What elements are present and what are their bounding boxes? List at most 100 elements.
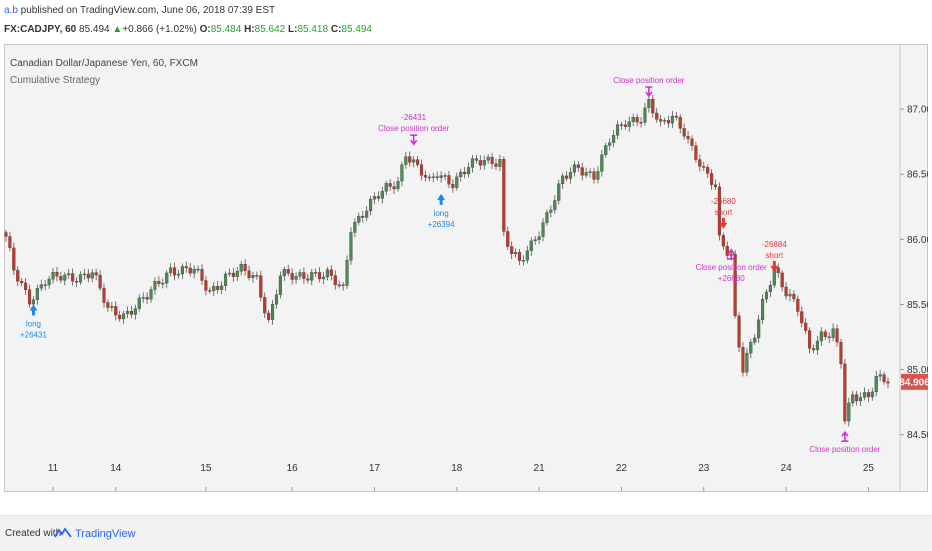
publish-text: published on TradingView.com, June 06, 2… — [17, 5, 276, 16]
candle — [443, 172, 447, 181]
candle-body — [314, 272, 318, 274]
candle — [208, 287, 212, 294]
candle — [780, 269, 784, 292]
close-value: 85.494 — [341, 24, 372, 35]
candle-body — [568, 172, 573, 179]
candle-body — [384, 183, 388, 192]
candle — [741, 342, 745, 377]
candle-body — [325, 269, 330, 278]
candle-body — [412, 159, 416, 163]
candle-body — [706, 167, 710, 174]
candle — [400, 161, 404, 187]
candle-body — [286, 269, 290, 274]
candle — [655, 107, 659, 123]
price-chart[interactable]: long +26431 -26431 Close position order long… — [4, 44, 928, 492]
candle-body — [537, 236, 541, 240]
candle-body — [125, 311, 130, 314]
candle — [274, 289, 279, 309]
candle — [619, 121, 624, 130]
candle — [392, 181, 396, 194]
candle — [623, 119, 627, 130]
candle-body — [365, 210, 369, 218]
candle — [157, 276, 161, 288]
candle — [490, 152, 494, 169]
candle-body — [470, 158, 475, 168]
candle — [286, 264, 290, 277]
candle — [306, 273, 310, 284]
candle-body — [71, 273, 75, 282]
candle-body — [851, 394, 855, 404]
candle — [388, 178, 392, 191]
candle — [694, 141, 698, 163]
candle — [384, 180, 388, 196]
candle — [12, 242, 16, 276]
candle-body — [349, 232, 353, 261]
candle — [192, 265, 196, 279]
candle — [321, 272, 326, 285]
candle-body — [564, 175, 569, 179]
candle-body — [792, 293, 796, 300]
candle — [545, 209, 549, 226]
candle-body — [725, 246, 729, 256]
candle-body — [122, 313, 126, 320]
candle-body — [631, 117, 635, 122]
candle — [725, 241, 729, 260]
candle — [47, 276, 51, 289]
candle — [267, 309, 271, 323]
candle — [408, 151, 412, 167]
candle-body — [490, 156, 494, 164]
candle-body — [114, 306, 118, 316]
candle — [341, 281, 345, 291]
candle-body — [416, 159, 420, 165]
trade-marker: Close position order — [809, 430, 881, 454]
trade-label: Close position order — [809, 445, 880, 454]
candle — [855, 390, 859, 406]
candle — [529, 237, 533, 256]
candle-body — [63, 274, 67, 281]
candle — [815, 335, 820, 355]
candle — [145, 292, 149, 304]
candle — [94, 268, 98, 281]
candle — [353, 218, 357, 238]
candle — [361, 211, 365, 223]
candle-body — [858, 397, 863, 402]
candle — [804, 318, 808, 335]
candle — [24, 278, 28, 295]
trade-label: +26431 — [20, 331, 47, 340]
trade-label: long — [26, 320, 41, 329]
candle-body — [553, 200, 557, 211]
candle — [839, 339, 843, 369]
candle-body — [549, 209, 553, 213]
candle — [702, 161, 706, 172]
candle — [827, 332, 831, 343]
candle — [506, 226, 510, 250]
candle-body — [745, 352, 749, 373]
candle-body — [619, 124, 624, 126]
candle-body — [486, 156, 490, 161]
candle-body — [600, 154, 604, 172]
candle — [604, 142, 608, 158]
candle — [412, 155, 416, 168]
candle-body — [223, 273, 228, 286]
candle — [882, 371, 886, 385]
candle-body — [702, 166, 706, 168]
candle — [553, 195, 557, 214]
candle-body — [757, 319, 761, 339]
candle-body — [659, 119, 663, 122]
candle-body — [698, 159, 702, 167]
candle-body — [180, 266, 184, 275]
candle-body — [20, 281, 24, 284]
author-link[interactable]: a.b — [4, 5, 18, 16]
footer-brand[interactable]: TradingView — [75, 528, 136, 540]
candle — [380, 186, 384, 204]
sell-arrow-icon — [719, 217, 728, 229]
candle-body — [161, 282, 165, 285]
candle-body — [529, 240, 533, 251]
candle — [435, 171, 439, 181]
candle-body — [635, 117, 639, 123]
footer-created-text: Created with — [5, 528, 62, 539]
candle-body — [137, 297, 141, 309]
candle — [59, 271, 63, 284]
candle-body — [357, 215, 361, 223]
candle — [169, 263, 173, 277]
